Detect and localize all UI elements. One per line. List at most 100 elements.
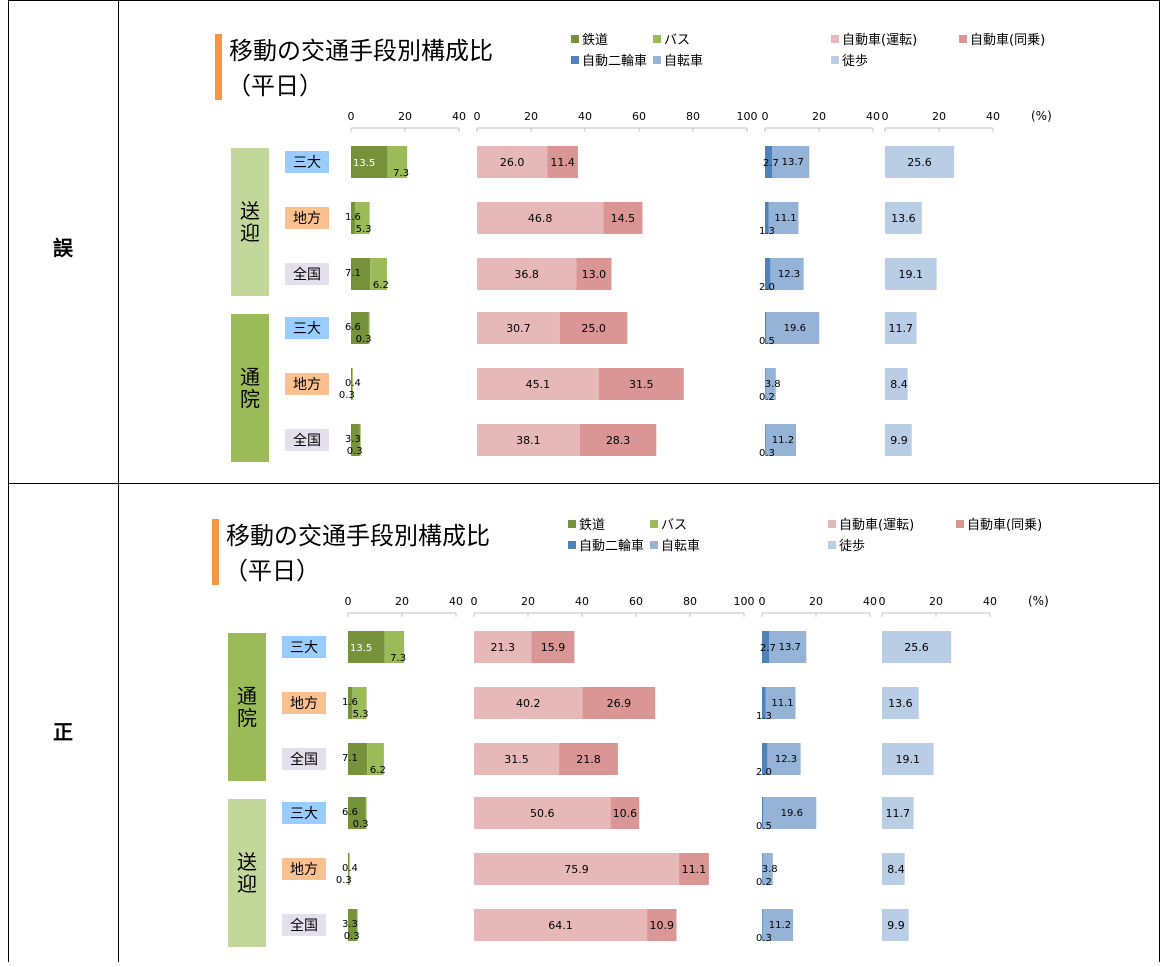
bar-car-drive xyxy=(474,797,611,829)
bar-motorcycle xyxy=(762,687,766,719)
chart-title: 移動の交通手段別構成比 xyxy=(226,522,490,550)
legend-label-2: 自動車(運転) xyxy=(839,518,914,533)
bar-car-drive xyxy=(474,687,583,719)
tick-label-1-2: 40 xyxy=(575,595,589,608)
bar-car-passenger xyxy=(610,797,640,829)
bar-car-passenger xyxy=(579,424,657,456)
bar-walk xyxy=(882,687,919,719)
group-band-0 xyxy=(228,633,266,781)
label-bicycle: 13.7 xyxy=(779,642,801,653)
tick-label-3-2: 40 xyxy=(986,110,1000,123)
tick-label-0-1: 20 xyxy=(398,110,412,123)
bar-motorcycle xyxy=(765,258,771,290)
bar-walk xyxy=(882,853,905,885)
legend-label-1: バス xyxy=(661,518,687,533)
label-motorcycle: 1.3 xyxy=(756,711,772,722)
category-tag-1-1 xyxy=(282,858,326,880)
group-label-1-0: 送 xyxy=(237,850,257,874)
title-accent-bar xyxy=(212,519,219,585)
legend-swatch-4 xyxy=(568,541,576,549)
bar-walk xyxy=(882,743,934,775)
label-car-drive: 50.6 xyxy=(530,807,555,820)
bar-motorcycle xyxy=(762,909,763,941)
label-walk: 11.7 xyxy=(886,807,911,820)
category-tag-0-0 xyxy=(285,151,329,173)
bar-motorcycle xyxy=(765,146,773,178)
category-tag-1-2 xyxy=(285,429,329,451)
category-tag-0-2 xyxy=(282,748,326,770)
bar-car-passenger xyxy=(559,312,628,344)
label-walk: 9.9 xyxy=(890,434,908,447)
legend-label-0: 鉄道 xyxy=(582,33,608,48)
legend-label-6: 徒歩 xyxy=(842,54,868,69)
title-accent-bar xyxy=(215,34,222,100)
category-tag-0-1 xyxy=(282,692,326,714)
bar-bus xyxy=(365,797,367,829)
tick-label-0-0: 0 xyxy=(348,110,355,123)
label-bicycle: 19.6 xyxy=(781,808,803,819)
group-label-1-1: 院 xyxy=(240,387,260,411)
label-motorcycle: 0.2 xyxy=(759,392,775,403)
chart-correct: 移動の交通手段別構成比 （平日） 鉄道 バス 自動車(運転) 自動車(同乗) 自動二輪車 自転… xyxy=(212,518,1049,947)
label-bicycle: 11.1 xyxy=(774,213,796,224)
label-motorcycle: 2.7 xyxy=(763,158,779,169)
label-bus: 6.2 xyxy=(370,765,386,776)
bar-car-drive xyxy=(477,258,577,290)
bar-walk xyxy=(885,368,908,400)
label-rail: 7.1 xyxy=(345,268,361,279)
label-bicycle: 19.6 xyxy=(784,323,806,334)
category-tag-1-2 xyxy=(282,914,326,936)
tick-label-3-1: 20 xyxy=(932,110,946,123)
label-rail: 7.1 xyxy=(342,753,358,764)
legend-swatch-2 xyxy=(828,520,836,528)
label-bus: 7.3 xyxy=(390,653,406,664)
label-rail: 1.6 xyxy=(345,212,361,223)
legend-swatch-0 xyxy=(571,35,579,43)
label-car-passenger: 15.9 xyxy=(541,641,566,654)
tick-label-2-0: 0 xyxy=(762,110,769,123)
bar-bicycle xyxy=(772,146,810,178)
bar-rail xyxy=(348,909,357,941)
label-car-passenger: 25.0 xyxy=(581,322,606,335)
legend-label-5: 自転車 xyxy=(664,54,703,69)
label-bus: 6.2 xyxy=(373,280,389,291)
bar-walk xyxy=(885,202,922,234)
label-bicycle: 3.8 xyxy=(762,864,778,875)
legend-swatch-5 xyxy=(653,56,661,64)
category-tag-0-0 xyxy=(282,636,326,658)
label-car-passenger: 11.4 xyxy=(550,156,575,169)
tick-label-2-1: 20 xyxy=(812,110,826,123)
bar-motorcycle xyxy=(765,424,766,456)
group-label-0-1: 迎 xyxy=(240,221,260,245)
group-label-0-0: 送 xyxy=(240,199,260,223)
tick-label-1-3: 60 xyxy=(629,595,643,608)
label-walk: 19.1 xyxy=(899,268,924,281)
label-bicycle: 11.2 xyxy=(769,920,791,931)
label-rail: 1.6 xyxy=(342,697,358,708)
bar-motorcycle xyxy=(765,202,769,234)
category-label-0-1: 地方 xyxy=(293,211,321,227)
bar-bicycle xyxy=(769,631,807,663)
bar-bus xyxy=(359,424,361,456)
bar-car-drive xyxy=(477,146,548,178)
bar-rail xyxy=(351,258,371,290)
bar-car-passenger xyxy=(603,202,643,234)
tick-label-3-2: 40 xyxy=(983,595,997,608)
category-label-1-0: 三大 xyxy=(293,321,321,337)
bar-walk xyxy=(882,797,914,829)
label-rail: 6.6 xyxy=(342,807,358,818)
bar-bus xyxy=(384,631,405,663)
label-rail: 13.5 xyxy=(350,643,372,654)
bar-rail xyxy=(348,743,368,775)
label-motorcycle: 1.3 xyxy=(759,226,775,237)
bar-car-passenger xyxy=(547,146,578,178)
label-walk: 13.6 xyxy=(891,212,916,225)
chart-wrong: 移動の交通手段別構成比 （平日） 鉄道 バス 自動車(運転) 自動車(同乗) 自動二輪車 自転… xyxy=(215,33,1052,462)
bar-walk xyxy=(885,424,912,456)
label-bus: 0.3 xyxy=(344,931,360,942)
bar-rail xyxy=(351,202,356,234)
bar-car-passenger xyxy=(598,368,684,400)
bar-bus xyxy=(356,909,358,941)
tick-label-0-1: 20 xyxy=(395,595,409,608)
bar-bicycle xyxy=(770,258,804,290)
